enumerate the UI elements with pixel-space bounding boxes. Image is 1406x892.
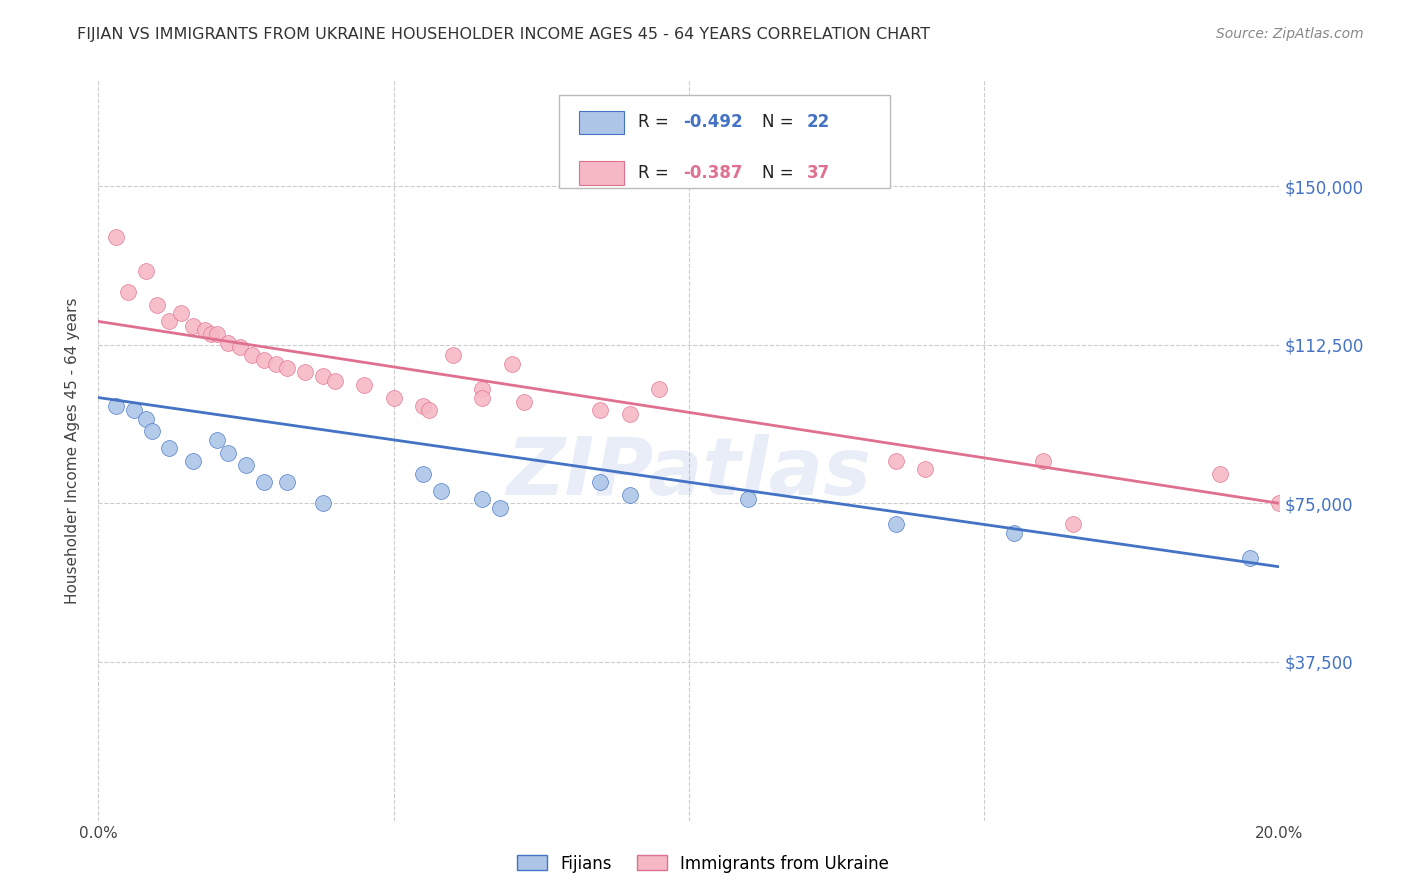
Text: FIJIAN VS IMMIGRANTS FROM UKRAINE HOUSEHOLDER INCOME AGES 45 - 64 YEARS CORRELAT: FIJIAN VS IMMIGRANTS FROM UKRAINE HOUSEH… <box>77 27 931 42</box>
Y-axis label: Householder Income Ages 45 - 64 years: Householder Income Ages 45 - 64 years <box>65 297 80 604</box>
Point <box>1209 467 1232 481</box>
Point <box>135 411 157 425</box>
Point <box>205 433 228 447</box>
Point <box>914 462 936 476</box>
Point <box>1268 496 1291 510</box>
Text: -0.387: -0.387 <box>683 164 742 182</box>
Point <box>512 394 534 409</box>
FancyBboxPatch shape <box>560 95 890 187</box>
Text: R =: R = <box>638 113 673 131</box>
Point <box>353 377 375 392</box>
Point <box>471 492 494 507</box>
Point <box>276 475 298 490</box>
Text: 22: 22 <box>807 113 831 131</box>
Point <box>141 425 163 439</box>
Point <box>181 318 204 333</box>
Point <box>884 517 907 532</box>
Point <box>135 263 157 277</box>
Point <box>105 399 128 413</box>
Point <box>471 382 494 396</box>
Point <box>157 442 180 456</box>
Point <box>194 323 217 337</box>
Point <box>323 374 346 388</box>
Point <box>170 306 193 320</box>
Point <box>589 475 612 490</box>
Point <box>200 327 222 342</box>
Point <box>217 335 239 350</box>
Point <box>430 483 453 498</box>
Text: ZIPatlas: ZIPatlas <box>506 434 872 512</box>
Text: R =: R = <box>638 164 673 182</box>
Point <box>471 391 494 405</box>
Point <box>1032 454 1054 468</box>
Point <box>884 454 907 468</box>
Point <box>235 458 257 473</box>
Point <box>181 454 204 468</box>
Bar <box>579 111 624 134</box>
Point <box>122 403 145 417</box>
Text: N =: N = <box>762 164 799 182</box>
Point <box>1239 551 1261 566</box>
Point <box>648 382 671 396</box>
Text: 37: 37 <box>807 164 831 182</box>
Point <box>441 348 464 362</box>
Point <box>382 391 405 405</box>
Point <box>205 327 228 342</box>
Point <box>229 340 252 354</box>
Legend: Fijians, Immigrants from Ukraine: Fijians, Immigrants from Ukraine <box>510 848 896 880</box>
Point <box>1062 517 1084 532</box>
Point <box>737 492 759 507</box>
Point <box>240 348 263 362</box>
Point <box>253 475 276 490</box>
Point <box>312 369 335 384</box>
Point <box>253 352 276 367</box>
Point <box>276 361 298 376</box>
Text: N =: N = <box>762 113 799 131</box>
Point <box>418 403 440 417</box>
Point <box>619 408 641 422</box>
Point <box>501 357 523 371</box>
Text: Source: ZipAtlas.com: Source: ZipAtlas.com <box>1216 27 1364 41</box>
Text: -0.492: -0.492 <box>683 113 742 131</box>
Point <box>589 403 612 417</box>
Point <box>294 365 316 379</box>
Point <box>117 285 139 299</box>
Point <box>264 357 287 371</box>
Bar <box>579 161 624 185</box>
Point <box>489 500 512 515</box>
Point <box>412 467 434 481</box>
Point <box>217 445 239 459</box>
Point <box>412 399 434 413</box>
Point <box>146 297 169 311</box>
Point <box>619 488 641 502</box>
Point <box>1002 525 1025 540</box>
Point <box>105 229 128 244</box>
Point <box>157 314 180 328</box>
Point <box>312 496 335 510</box>
